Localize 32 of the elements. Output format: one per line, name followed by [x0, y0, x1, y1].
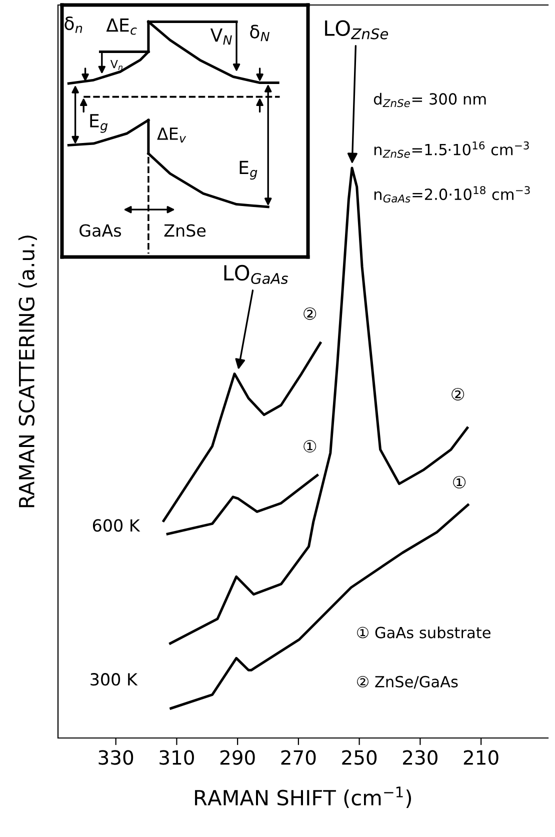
annotation: ①	[304, 440, 316, 452]
text: E$_{g}$	[90, 114, 108, 133]
text: V$_{n}$	[110, 60, 122, 70]
x-tick-label: 230	[403, 750, 438, 765]
text: n$_{ZnSe}$=1.5·10$^{16}$ cm$^{−3}$	[374, 141, 529, 158]
annotation: ① GaAs substrate	[357, 626, 490, 638]
annotation: 600 K	[92, 519, 140, 532]
text: δ$_{N}$	[250, 24, 270, 42]
text: V$_{N}$	[210, 28, 232, 45]
x-tick-label: 210	[464, 750, 498, 765]
text: ΔE$_{v}$	[157, 128, 186, 142]
x-tick-label: 330	[98, 750, 134, 765]
y-axis-title: RAMAN SCATTERING (a.u.)	[18, 236, 37, 508]
annotation: 300 K	[90, 673, 138, 686]
annotation: ②	[452, 388, 464, 400]
annotation: ② ZnSe/GaAs	[357, 676, 458, 689]
annotation: ①	[453, 476, 466, 488]
annotation: LO$_{GaAs}$	[224, 264, 288, 284]
x-axis-title: RAMAN SHIFT (cm$^{−1}$)	[195, 786, 412, 808]
annotation: E$_{g}$	[240, 160, 258, 180]
x-tick-label: 270	[281, 750, 316, 765]
annotation: n$_{GaAs}$=2.0·10$^{18}$ cm$^{−3}$	[374, 186, 530, 203]
text: δ$_{n}$	[64, 16, 82, 33]
x-tick-label: 290	[220, 750, 255, 765]
x-tick-label: 310	[160, 750, 194, 765]
annotation: GaAs	[80, 224, 122, 237]
text: d$_{ZnSe}$= 300 nm	[374, 92, 486, 108]
annotation: ZnSe	[164, 224, 206, 237]
text: ΔE$_{c}$	[106, 18, 137, 35]
annotation: ②	[304, 307, 316, 320]
annotation: LO$_{ZnSe}$	[325, 20, 388, 40]
x-tick-label: 250	[342, 750, 377, 765]
